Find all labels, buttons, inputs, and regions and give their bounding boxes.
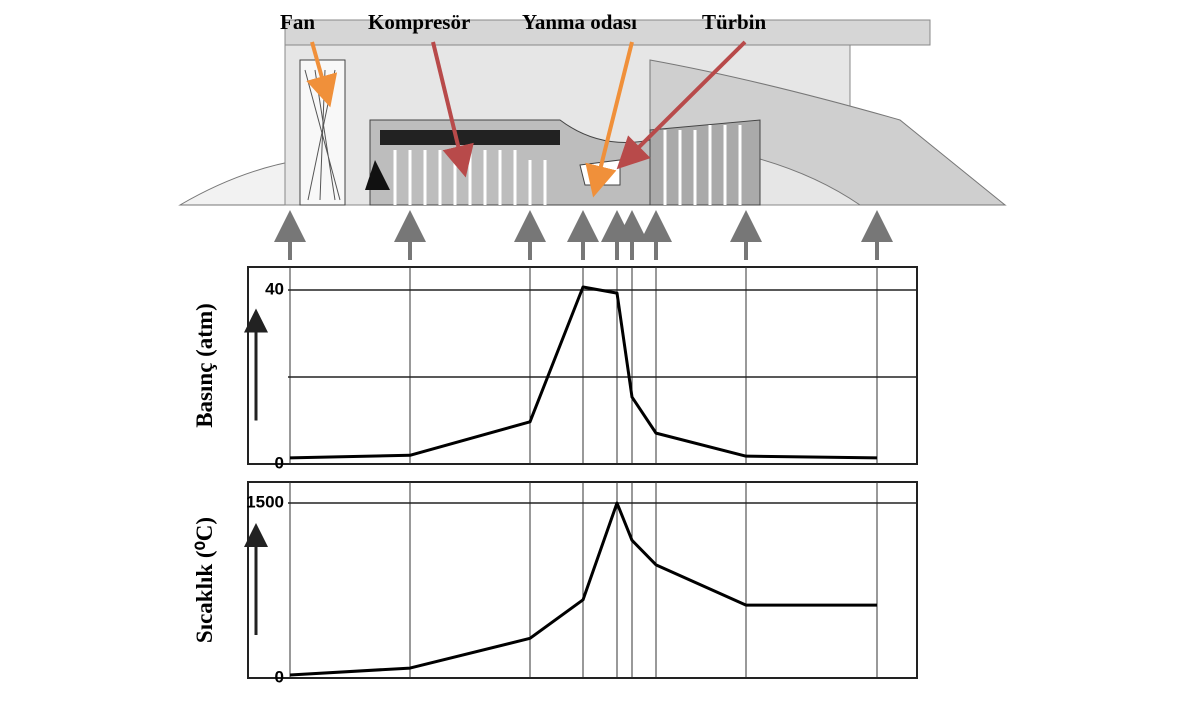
engine-label: Kompresör — [368, 10, 470, 34]
engine-label: Fan — [280, 10, 315, 34]
y-tick-label: 0 — [275, 453, 284, 472]
engine-label: Yanma odası — [522, 10, 637, 34]
turbine-pointer — [616, 40, 747, 170]
compressor-pointer — [431, 41, 474, 178]
combustor-pointer — [585, 41, 634, 198]
y-tick-label: 40 — [265, 280, 284, 299]
data-line — [289, 285, 878, 460]
y-axis-label: Basınç (atm) — [192, 303, 217, 428]
pointer-arrows — [306, 40, 747, 198]
y-tick-label: 0 — [275, 667, 284, 686]
engine-drawing — [178, 19, 1007, 206]
y-axis-label: Sıcaklık (⁰C) — [192, 517, 217, 643]
data-line — [289, 501, 877, 677]
engine-label: Türbin — [702, 10, 767, 34]
fan-pointer — [306, 41, 338, 108]
y-tick-label: 1500 — [246, 492, 284, 511]
